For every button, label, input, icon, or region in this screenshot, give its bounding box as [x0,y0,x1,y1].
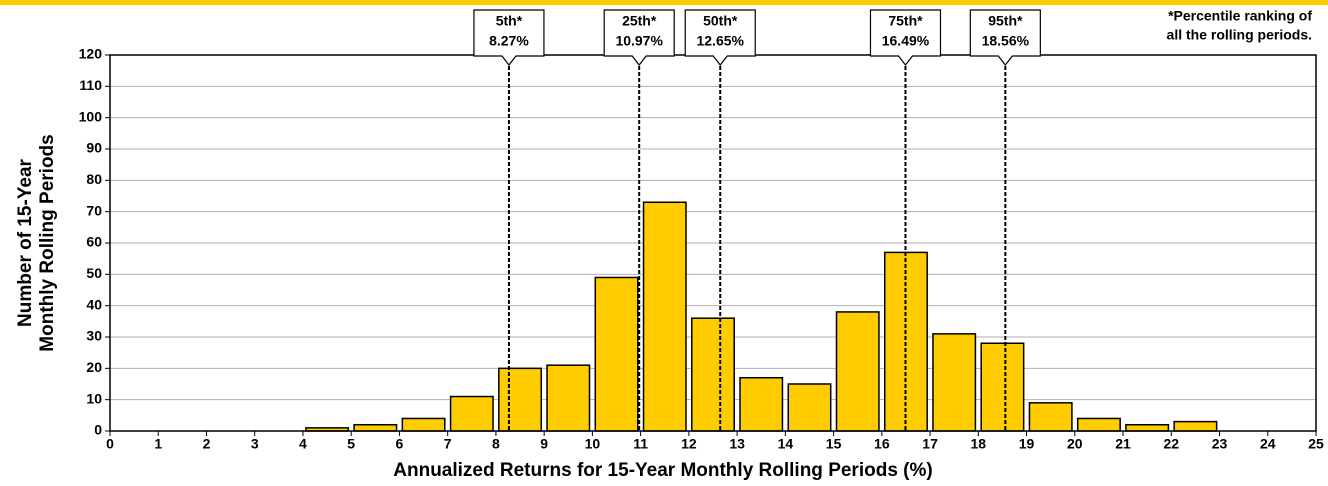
bar [739,376,784,432]
bar [1076,417,1121,432]
callout-box [473,9,545,66]
y-tick-label: 20 [86,359,102,375]
x-tick-label: 16 [874,436,890,452]
bar [498,367,543,432]
x-tick-label: 20 [1067,436,1083,452]
y-tick-label: 70 [86,202,102,218]
y-tick-label: 10 [86,390,102,406]
y-tick-label: 60 [86,234,102,250]
x-tick-label: 19 [1019,436,1035,452]
bar [1173,420,1218,432]
x-tick-label: 8 [492,436,500,452]
y-axis-label: Monthly Rolling Periods [37,134,58,351]
y-tick-label: 40 [86,296,102,312]
y-tick-label: 0 [94,422,102,438]
x-tick-label: 24 [1260,436,1276,452]
percentile-value: 16.49% [882,33,930,49]
bar [691,317,735,432]
bar [1028,402,1073,432]
y-tick-label: 120 [79,46,103,62]
bar [835,311,880,432]
x-tick-label: 13 [729,436,745,452]
x-tick-label: 1 [154,436,162,452]
x-tick-label: 18 [971,436,987,452]
x-tick-label: 0 [106,436,114,452]
percentile-name: 75th* [888,13,923,29]
percentile-value: 12.65% [696,33,744,49]
bar [642,201,687,432]
x-tick-label: 17 [922,436,938,452]
bar [594,276,639,432]
x-tick-label: 22 [1163,436,1179,452]
bar [449,395,494,432]
x-tick-label: 5 [347,436,355,452]
percentile-value: 10.97% [615,33,663,49]
bar [353,423,398,432]
y-tick-label: 90 [86,140,102,156]
x-tick-label: 6 [396,436,404,452]
x-tick-label: 9 [540,436,548,452]
bar [980,342,1025,432]
bar [1125,423,1170,432]
percentile-name: 25th* [622,13,657,29]
callout-box [603,9,675,66]
y-axis-label: Number of 15-Year [15,158,36,326]
x-tick-label: 23 [1212,436,1228,452]
bar [546,364,591,432]
x-tick-label: 2 [203,436,211,452]
bar [401,417,446,432]
y-tick-label: 110 [79,77,102,93]
note: all the rolling periods. [1167,27,1312,43]
percentile-name: 95th* [988,13,1023,29]
percentile-value: 8.27% [489,33,529,49]
x-axis-label: Annualized Returns for 15-Year Monthly R… [393,460,932,481]
bar [932,333,977,432]
y-tick-label: 100 [79,108,103,124]
callout-box [969,9,1041,66]
x-tick-label: 4 [299,436,307,452]
x-tick-label: 12 [681,436,697,452]
y-tick-label: 50 [86,265,102,281]
x-tick-label: 15 [826,436,842,452]
top-band [0,0,1328,5]
callout-box [684,9,756,66]
bar [787,383,832,432]
percentile-name: 50th* [703,13,738,29]
percentile-value: 18.56% [982,33,1030,49]
x-tick-label: 14 [778,436,794,452]
x-tick-label: 7 [444,436,452,452]
y-tick-label: 80 [86,171,102,187]
y-tick-label: 30 [86,328,102,344]
x-tick-label: 11 [633,436,648,452]
x-tick-label: 21 [1115,436,1131,452]
x-tick-label: 10 [585,436,601,452]
callout-box [869,9,942,66]
x-tick-label: 3 [251,436,259,452]
percentile-name: 5th* [496,13,523,29]
note: *Percentile ranking of [1168,8,1312,24]
x-tick-label: 25 [1308,436,1324,452]
